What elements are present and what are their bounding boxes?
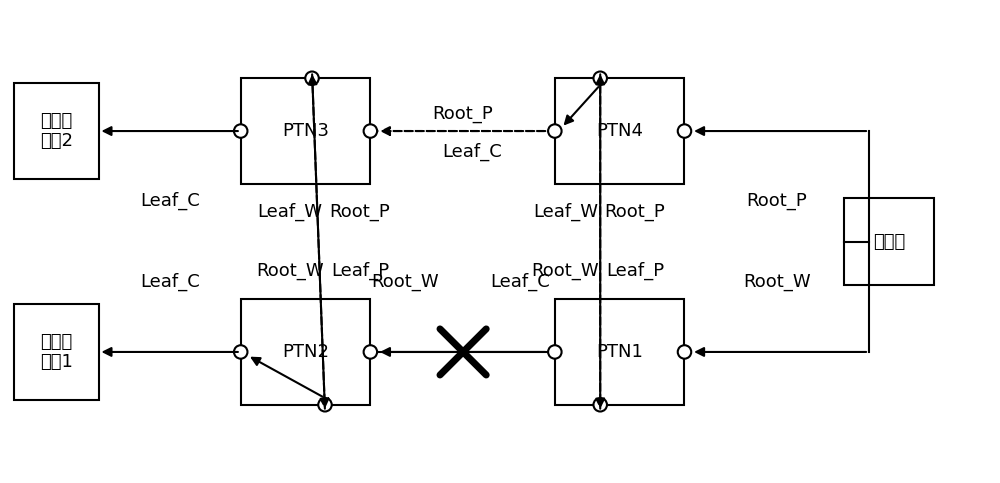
Bar [14, 304, 99, 400]
Circle shape [548, 345, 562, 359]
Bar [14, 83, 99, 179]
Text: Leaf_P: Leaf_P [331, 262, 389, 281]
Bar [241, 78, 370, 184]
Text: PTN2: PTN2 [282, 343, 329, 361]
Text: Leaf_C: Leaf_C [491, 273, 550, 291]
Text: 组播客
户端2: 组播客 户端2 [40, 112, 73, 150]
Circle shape [678, 345, 691, 359]
Text: Root_P: Root_P [432, 105, 493, 123]
Circle shape [234, 124, 247, 138]
Circle shape [548, 124, 562, 138]
Text: 组播源: 组播源 [873, 232, 905, 251]
Text: Root_W: Root_W [256, 262, 324, 280]
Circle shape [364, 345, 377, 359]
Text: Root_W: Root_W [743, 273, 811, 291]
Text: Leaf_W: Leaf_W [258, 202, 323, 221]
Circle shape [593, 398, 607, 412]
Text: 组播客
户端1: 组播客 户端1 [40, 333, 73, 371]
Bar [241, 299, 370, 405]
Text: Root_P: Root_P [746, 192, 807, 210]
Text: Leaf_C: Leaf_C [140, 273, 200, 291]
Text: PTN4: PTN4 [596, 122, 643, 140]
Text: Root_P: Root_P [330, 203, 390, 221]
Bar [555, 299, 684, 405]
Circle shape [318, 398, 332, 412]
Circle shape [678, 124, 691, 138]
Circle shape [234, 345, 247, 359]
Text: Root_W: Root_W [532, 262, 599, 280]
Circle shape [593, 71, 607, 85]
Text: Leaf_P: Leaf_P [606, 262, 664, 281]
Bar [844, 199, 934, 284]
Circle shape [364, 124, 377, 138]
Text: PTN3: PTN3 [282, 122, 329, 140]
Text: Root_W: Root_W [371, 273, 439, 291]
Text: Leaf_C: Leaf_C [443, 143, 502, 161]
Bar [555, 78, 684, 184]
Text: Root_P: Root_P [605, 203, 665, 221]
Text: PTN1: PTN1 [596, 343, 643, 361]
Circle shape [305, 71, 319, 85]
Text: Leaf_C: Leaf_C [140, 192, 200, 210]
Text: Leaf_W: Leaf_W [533, 202, 598, 221]
